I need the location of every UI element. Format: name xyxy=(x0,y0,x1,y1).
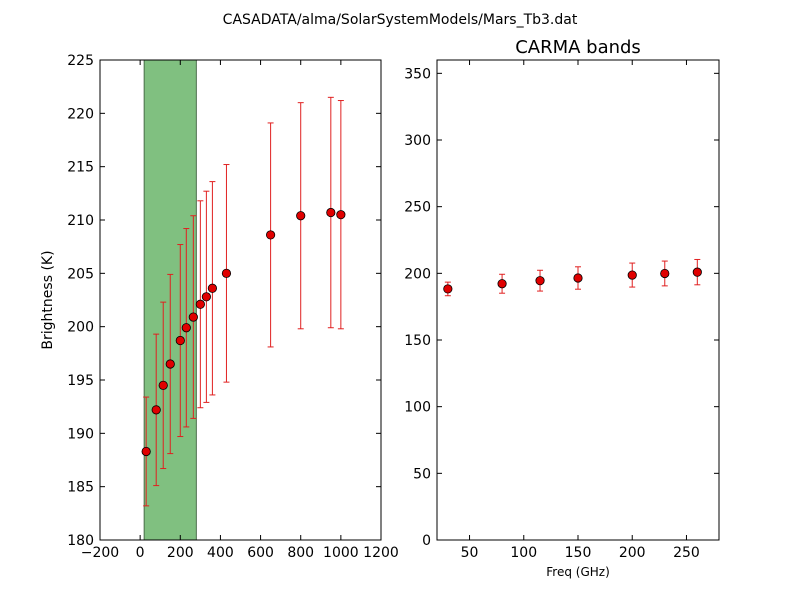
data-point xyxy=(175,335,185,346)
y-tick-label: 190 xyxy=(67,426,94,442)
x-tick-label: 50 xyxy=(461,545,479,561)
panels: −200 0 200 400 600 800 1000 1200180185190195200… xyxy=(40,37,720,579)
data-point xyxy=(326,207,336,218)
y-tick-label: 210 xyxy=(67,213,94,229)
y-axis-label: Brightness (K) xyxy=(40,250,56,349)
y-tick-label: 215 xyxy=(67,160,94,176)
y-tick-label: 350 xyxy=(404,66,431,82)
x-tick-label: 200 xyxy=(167,545,194,561)
x-tick-label: −200 xyxy=(81,545,119,561)
data-point xyxy=(165,359,175,369)
y-tick-label: 300 xyxy=(404,133,431,149)
y-tick-label: 250 xyxy=(404,200,431,216)
axes-frame xyxy=(99,59,382,541)
x-tick-label: 600 xyxy=(247,545,274,561)
y-tick-label: 150 xyxy=(404,333,431,349)
y-tick-label: 205 xyxy=(67,266,94,282)
data-point xyxy=(296,211,306,221)
y-tick-label: 180 xyxy=(67,533,94,549)
data-point xyxy=(443,284,453,294)
x-tick-label: 1000 xyxy=(323,545,359,561)
data-point xyxy=(535,276,545,286)
y-tick-label: 185 xyxy=(67,480,94,496)
data-point xyxy=(195,299,205,309)
axes-frame xyxy=(436,59,720,541)
x-tick-label: 250 xyxy=(673,545,700,561)
y-tick-label: 200 xyxy=(67,320,94,336)
x-tick-label: 1200 xyxy=(363,545,399,561)
x-tick-label: 200 xyxy=(619,545,646,561)
y-tick-label: 100 xyxy=(404,400,431,416)
x-tick-label: 0 xyxy=(136,545,145,561)
y-tick-label: 50 xyxy=(413,466,431,482)
x-tick-label: 800 xyxy=(287,545,314,561)
data-point xyxy=(660,268,670,279)
data-point xyxy=(627,270,637,280)
figure-suptitle: CASADATA/alma/SolarSystemModels/Mars_Tb3… xyxy=(223,12,578,28)
data-point xyxy=(692,267,702,277)
chart-panel-2: 50 100 150 200 250 0 50 100 150 200 250 300 350 CARMA… xyxy=(404,37,720,579)
data-point xyxy=(181,323,191,333)
y-tick-label: 220 xyxy=(67,106,94,122)
y-tick-label: 0 xyxy=(422,533,431,549)
x-axis-label: Freq (GHz) xyxy=(546,565,610,579)
data-point xyxy=(151,405,161,415)
data-point xyxy=(266,230,276,240)
data-point xyxy=(497,279,507,289)
y-tick-label: 225 xyxy=(67,53,94,69)
x-tick-label: 150 xyxy=(565,545,592,561)
y-tick-label: 200 xyxy=(404,266,431,282)
y-tick-label: 195 xyxy=(67,373,94,389)
data-point xyxy=(221,268,232,278)
x-tick-label: 400 xyxy=(207,545,234,561)
data-point xyxy=(158,380,168,390)
x-tick-label: 100 xyxy=(510,545,537,561)
chart-title: CARMA bands xyxy=(515,37,641,58)
data-point xyxy=(336,210,346,220)
data-point xyxy=(201,292,211,302)
data-point xyxy=(141,446,151,457)
data-point xyxy=(207,283,217,293)
chart-panel-1: −200 0 200 400 600 800 1000 1200 180 185 190 195 200… xyxy=(40,53,399,561)
data-point xyxy=(573,273,583,283)
data-point xyxy=(188,312,198,322)
